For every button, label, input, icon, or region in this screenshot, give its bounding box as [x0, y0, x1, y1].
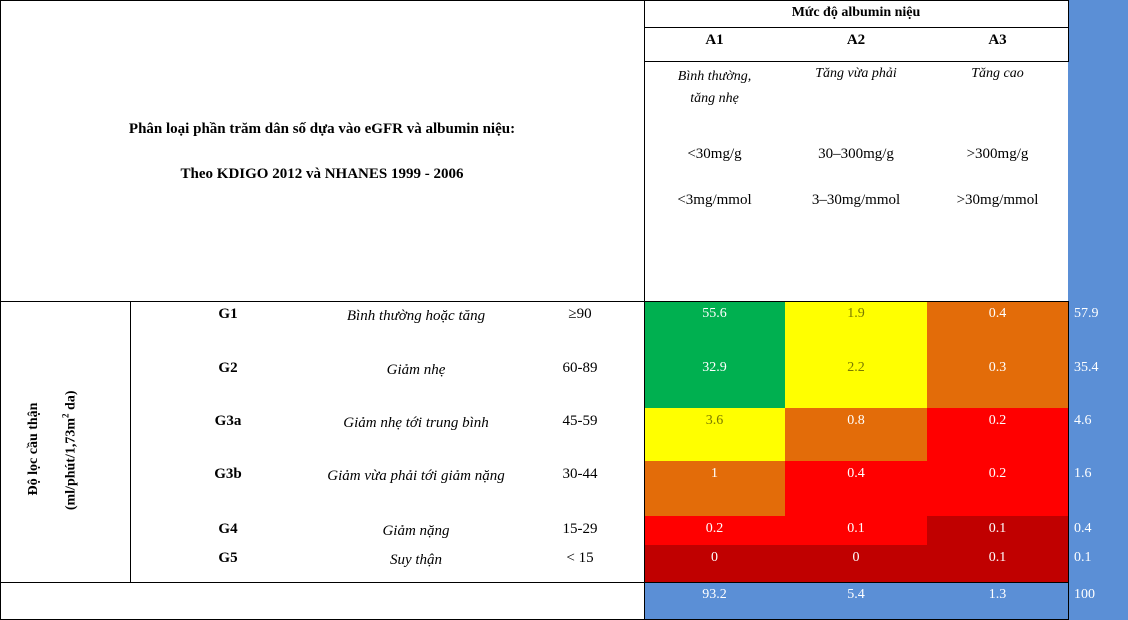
- heatmap-cell: 0.2: [644, 516, 785, 545]
- rule-total-left-lower: [1068, 301, 1069, 620]
- row-description: Bình thường hoặc tăng: [346, 308, 486, 324]
- heatmap-cell: 1: [644, 461, 785, 516]
- row-code: G2: [218, 360, 238, 376]
- heatmap-cell: 0.2: [927, 408, 1068, 461]
- heatmap-cell: 0: [644, 545, 785, 582]
- heatmap-cell: 0.4: [927, 301, 1068, 355]
- title-line-2: Theo KDIGO 2012 và NHANES 1999 - 2006: [180, 166, 464, 182]
- heatmap-cell: 3.6: [644, 408, 785, 461]
- row-description: Giảm nặng: [382, 523, 450, 539]
- row-range: < 15: [566, 550, 594, 566]
- row-code: G1: [218, 306, 238, 322]
- row-description: Giảm nhẹ: [386, 362, 446, 378]
- row-total: 57.9: [1068, 301, 1128, 355]
- row-description: Giảm nhẹ tới trung bình: [343, 415, 489, 431]
- heatmap-cell: 32.9: [644, 355, 785, 408]
- heatmap-cell: 0.1: [927, 545, 1068, 582]
- row-description: Suy thận: [389, 552, 443, 568]
- row-range: 30-44: [562, 466, 598, 482]
- rule-under-codes: [644, 61, 1068, 62]
- col-a2-mg-g: 30–300mg/g: [818, 146, 894, 162]
- heatmap-cell: 0.4: [785, 461, 927, 516]
- row-code: G5: [218, 550, 238, 566]
- row-code: G3b: [214, 466, 242, 482]
- rule-under-heading: [644, 27, 1068, 28]
- row-range: 15-29: [562, 521, 598, 537]
- row-code: G3a: [214, 413, 242, 429]
- row-code: G4: [218, 521, 238, 537]
- heatmap-cell: 2.2: [785, 355, 927, 408]
- heatmap-cell: 0.3: [927, 355, 1068, 408]
- row-total: 4.6: [1068, 408, 1128, 461]
- total-a1: 93.2: [644, 582, 785, 620]
- row-description: Giảm vừa phải tới giảm nặng: [327, 468, 505, 484]
- col-a3-desc: Tăng cao: [971, 66, 1024, 81]
- col-a2-mg-mmol: 3–30mg/mmol: [811, 192, 901, 208]
- col-a1-mg-mmol: <3mg/mmol: [677, 192, 752, 208]
- heatmap-cell: 0.2: [927, 461, 1068, 516]
- row-total: 0.1: [1068, 545, 1128, 582]
- col-a1-desc: Bình thường, tăng nhẹ: [677, 69, 752, 106]
- gfr-label-line-2: (ml/phút/1,73m2 da): [60, 390, 79, 511]
- rule-left: [0, 0, 1, 620]
- albumin-heading: Mức độ albumin niệu: [791, 5, 921, 20]
- heatmap-cell: 0.1: [785, 516, 927, 545]
- col-a1-code: A1: [705, 32, 724, 48]
- rule-header-divider: [644, 0, 645, 620]
- rule-body-bottom: [0, 582, 1068, 583]
- row-range: ≥90: [568, 306, 592, 322]
- heatmap-cell: 1.9: [785, 301, 927, 355]
- row-range: 60-89: [562, 360, 598, 376]
- title-block: Phân loại phần trăm dân số dựa vào eGFR …: [0, 0, 644, 301]
- heatmap-cell: 55.6: [644, 301, 785, 355]
- col-a2-desc: Tăng vừa phải: [815, 66, 897, 81]
- row-range: 45-59: [562, 413, 598, 429]
- total-column-header: [1068, 0, 1128, 301]
- rule-header-bottom: [0, 301, 1068, 302]
- heatmap-cell: 0.8: [785, 408, 927, 461]
- rule-top: [0, 0, 1068, 1]
- total-a2: 5.4: [785, 582, 927, 620]
- total-a3: 1.3: [927, 582, 1068, 620]
- heatmap-cell: 0.1: [927, 516, 1068, 545]
- col-a3-code: A3: [988, 32, 1007, 48]
- heatmap-cell: 0: [785, 545, 927, 582]
- col-a3-mg-mmol: >30mg/mmol: [956, 192, 1039, 208]
- col-a2-code: A2: [846, 32, 866, 48]
- gfr-label: Độ lọc cầu thận (ml/phút/1,73m2 da): [0, 301, 130, 582]
- col-a3-mg-g: >300mg/g: [966, 146, 1029, 162]
- col-a1-mg-g: <30mg/g: [687, 146, 742, 162]
- row-total: 1.6: [1068, 461, 1128, 516]
- rule-gfr-right: [130, 301, 131, 582]
- row-total: 35.4: [1068, 355, 1128, 408]
- gfr-label-line-1: Độ lọc cầu thận: [26, 402, 41, 496]
- row-total: 0.4: [1068, 516, 1128, 545]
- total-grand: 100: [1068, 582, 1128, 620]
- title-line-1: Phân loại phần trăm dân số dựa vào eGFR …: [128, 121, 516, 137]
- rule-total-left: [1068, 0, 1069, 62]
